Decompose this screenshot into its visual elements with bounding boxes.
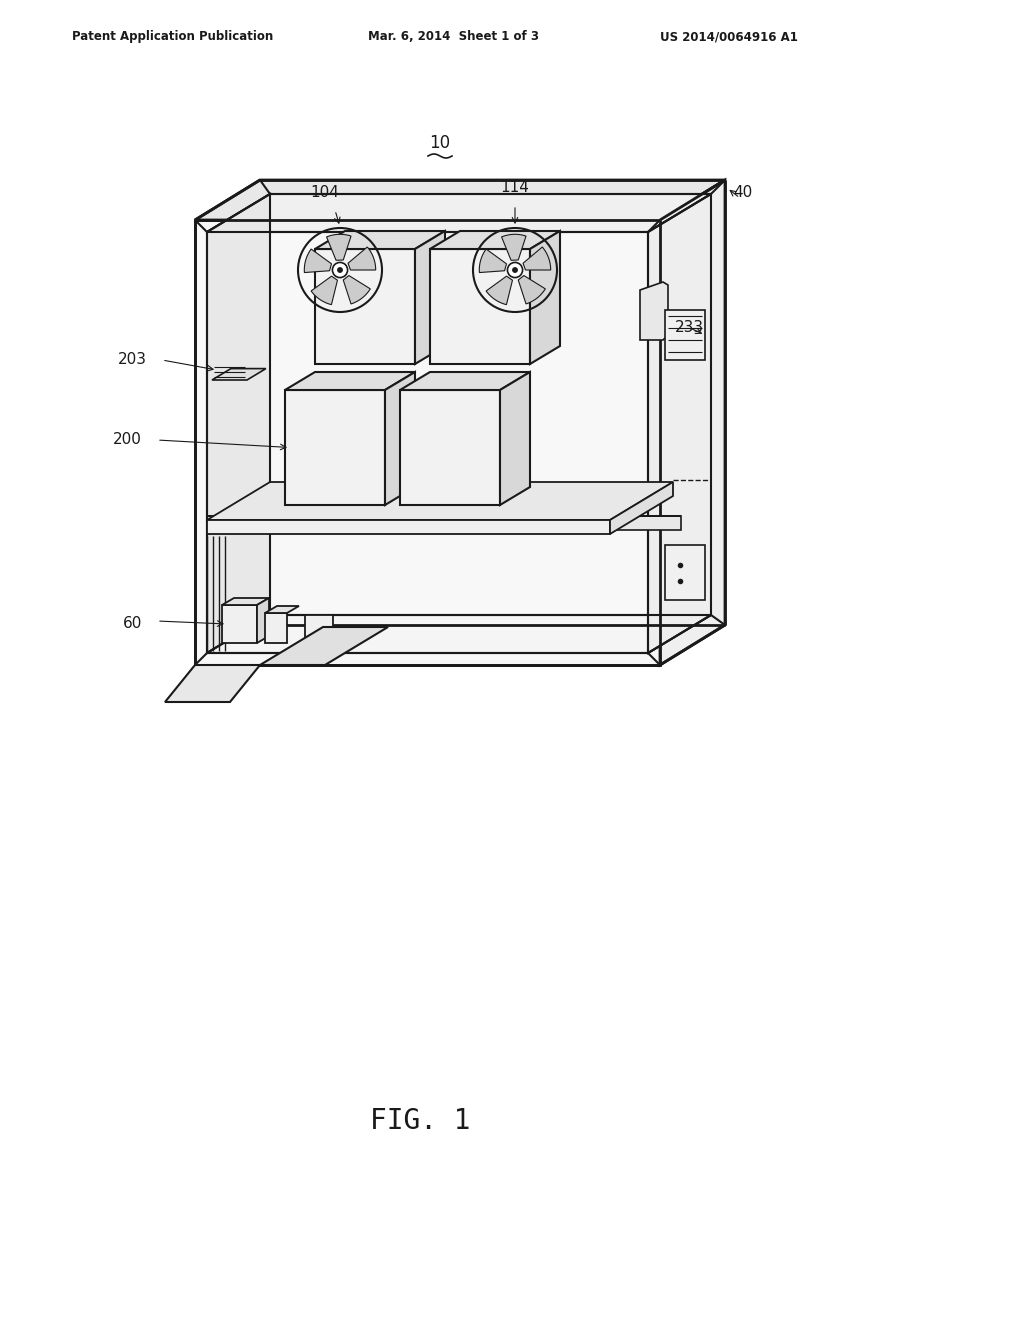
Polygon shape bbox=[207, 615, 711, 653]
Text: Mar. 6, 2014  Sheet 1 of 3: Mar. 6, 2014 Sheet 1 of 3 bbox=[368, 30, 539, 44]
Polygon shape bbox=[207, 516, 681, 531]
Polygon shape bbox=[311, 276, 338, 305]
Polygon shape bbox=[304, 249, 332, 272]
Polygon shape bbox=[207, 520, 610, 535]
Text: Patent Application Publication: Patent Application Publication bbox=[72, 30, 273, 44]
Polygon shape bbox=[222, 598, 269, 605]
Polygon shape bbox=[265, 606, 299, 612]
Polygon shape bbox=[518, 276, 546, 304]
Polygon shape bbox=[648, 194, 711, 653]
Polygon shape bbox=[207, 194, 270, 653]
Polygon shape bbox=[665, 545, 705, 601]
Polygon shape bbox=[207, 482, 673, 520]
Polygon shape bbox=[260, 627, 388, 665]
Polygon shape bbox=[285, 389, 385, 506]
Text: 60: 60 bbox=[123, 615, 142, 631]
Polygon shape bbox=[502, 235, 526, 260]
Polygon shape bbox=[285, 372, 415, 389]
Polygon shape bbox=[660, 180, 725, 665]
Polygon shape bbox=[348, 247, 376, 271]
Circle shape bbox=[333, 263, 347, 277]
Polygon shape bbox=[523, 247, 551, 271]
Polygon shape bbox=[305, 615, 333, 643]
Polygon shape bbox=[500, 372, 530, 506]
Text: FIG. 1: FIG. 1 bbox=[370, 1107, 470, 1135]
Polygon shape bbox=[207, 194, 711, 232]
Text: 40: 40 bbox=[733, 185, 753, 201]
Polygon shape bbox=[343, 276, 371, 304]
Polygon shape bbox=[195, 180, 725, 220]
Text: 203: 203 bbox=[118, 352, 147, 367]
Text: US 2014/0064916 A1: US 2014/0064916 A1 bbox=[660, 30, 798, 44]
Polygon shape bbox=[486, 276, 512, 305]
Circle shape bbox=[512, 267, 518, 273]
Circle shape bbox=[337, 267, 343, 273]
Text: 10: 10 bbox=[429, 135, 451, 152]
Polygon shape bbox=[430, 231, 560, 249]
Polygon shape bbox=[610, 482, 673, 535]
Text: 114: 114 bbox=[501, 180, 529, 195]
Polygon shape bbox=[315, 249, 415, 364]
Polygon shape bbox=[257, 598, 269, 643]
Text: 200: 200 bbox=[113, 433, 142, 447]
Text: 104: 104 bbox=[310, 185, 339, 201]
Polygon shape bbox=[195, 220, 660, 665]
Polygon shape bbox=[430, 249, 530, 364]
Polygon shape bbox=[165, 665, 260, 702]
Polygon shape bbox=[400, 389, 500, 506]
Polygon shape bbox=[212, 368, 266, 380]
Text: 233: 233 bbox=[675, 319, 705, 335]
Polygon shape bbox=[385, 372, 415, 506]
Polygon shape bbox=[665, 310, 705, 360]
Polygon shape bbox=[265, 612, 287, 643]
Circle shape bbox=[508, 263, 522, 277]
Polygon shape bbox=[640, 282, 668, 341]
Polygon shape bbox=[222, 605, 257, 643]
Polygon shape bbox=[530, 231, 560, 364]
Polygon shape bbox=[327, 235, 351, 260]
Polygon shape bbox=[400, 372, 530, 389]
Polygon shape bbox=[415, 231, 445, 364]
Polygon shape bbox=[315, 231, 445, 249]
Polygon shape bbox=[479, 249, 507, 272]
